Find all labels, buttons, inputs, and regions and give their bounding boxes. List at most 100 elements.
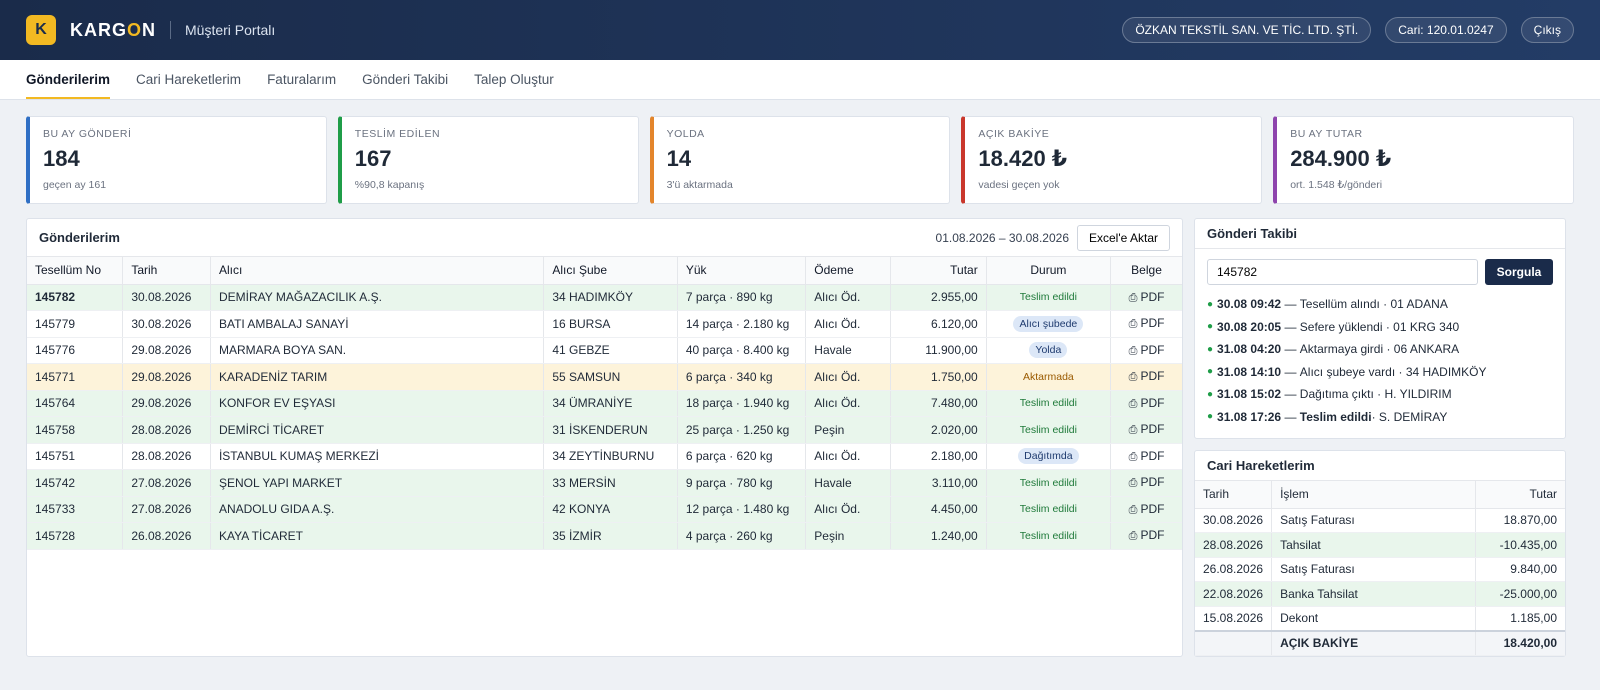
tab-gonderi-takibi[interactable]: Gönderi Takibi — [362, 72, 449, 87]
ledger-title: Cari Hareketlerim — [1207, 458, 1315, 473]
tab-gonderilerim[interactable]: Gönderilerim — [26, 60, 111, 99]
pdf-link[interactable]: ⎙ PDF — [1129, 316, 1165, 330]
shipment-no[interactable]: 145779 — [27, 310, 124, 338]
shipment-receiver: DEMİRCİ TİCARET — [210, 416, 545, 444]
shipment-date: 28.08.2026 — [122, 443, 211, 470]
shipment-no[interactable]: 145728 — [27, 522, 124, 550]
shipments-column-header[interactable]: Belge — [1110, 257, 1182, 285]
shipments-table: Tesellüm No Tarih Alıcı Alıcı Şube Yük Ödeme T… — [27, 257, 1182, 550]
pdf-link[interactable]: ⎙ PDF — [1129, 290, 1165, 304]
shipment-no[interactable]: 145733 — [27, 496, 124, 523]
shipment-amount: 1.750,00 — [890, 363, 987, 391]
date-range[interactable]: 01.08.2026 – 30.08.2026 — [935, 230, 1069, 245]
ledger-row[interactable]: 26.08.2026 Satış Faturası 9.840,00 — [1195, 557, 1565, 582]
shipment-receiver: KONFOR EV EŞYASI — [210, 390, 545, 417]
status-badge: Teslim edildi — [1019, 423, 1077, 436]
tracking-events: ● 30.08 09:42 — Tesellüm alındı · 01 ADAN… — [1195, 293, 1565, 428]
shipments-column-header[interactable]: Tarih — [122, 257, 211, 285]
ledger-total-label: AÇIK BAKİYE — [1271, 629, 1477, 656]
kpi-sub: 3'ü aktarmada — [666, 179, 733, 191]
shipment-doc: ⎙ PDF — [1110, 390, 1182, 417]
pdf-link[interactable]: ⎙ PDF — [1129, 369, 1165, 383]
kpi-card[interactable]: TESLİM EDİLEN 167 %90,8 kapanış — [337, 116, 639, 204]
pdf-label: PDF — [1140, 475, 1165, 490]
table-row[interactable]: 145742 27.08.2026 ŞENOL YAPI MARKET 33 MERS… — [27, 469, 1182, 497]
table-row[interactable]: 145728 26.08.2026 KAYA TİCARET 35 İZMİR 4 pa… — [27, 522, 1182, 550]
pdf-link[interactable]: ⎙ PDF — [1129, 449, 1165, 463]
event-text: Dağıtıma çıktı · H. YILDIRIM — [1299, 387, 1452, 402]
ledger-col-date[interactable]: Tarih — [1195, 481, 1273, 509]
status-badge: Teslim edildi — [1019, 397, 1077, 410]
kpi-sub: vadesi geçen yok — [978, 179, 1060, 191]
ledger-row[interactable]: 28.08.2026 Tahsilat -10.435,00 — [1195, 532, 1565, 558]
shipment-amount: 6.120,00 — [890, 310, 987, 338]
tab-talep-olustur[interactable]: Talep Oluştur — [474, 72, 554, 87]
tracking-panel: Gönderi Takibi Sorgula ●30.08 09:42 — Te… — [1194, 218, 1566, 439]
kpi-value: 184 — [43, 146, 80, 171]
export-excel-button[interactable]: Excel'e Aktar — [1077, 224, 1170, 251]
shipments-column-header[interactable]: Alıcı — [210, 257, 545, 285]
table-row[interactable]: 145758 28.08.2026 DEMİRCİ TİCARET 31 İSKEND… — [27, 416, 1182, 444]
logo-icon[interactable]: K — [26, 15, 56, 45]
kpi-card[interactable]: BU AY TUTAR 284.900 ₺ ort. 1.548 ₺/gönderi — [1273, 116, 1574, 204]
shipment-doc: ⎙ PDF — [1110, 310, 1182, 338]
pdf-link[interactable]: ⎙ PDF — [1129, 396, 1165, 410]
shipment-date: 29.08.2026 — [122, 363, 211, 391]
ledger-col-desc[interactable]: İşlem — [1271, 481, 1477, 509]
ledger-row[interactable]: 30.08.2026 Satış Faturası 18.870,00 — [1195, 508, 1565, 533]
tracking-number-input[interactable] — [1207, 259, 1478, 285]
kpi-label: AÇIK BAKİYE — [978, 128, 1050, 140]
table-row[interactable]: 145764 29.08.2026 KONFOR EV EŞYASI 34 ÜMRAN… — [27, 390, 1182, 417]
shipments-column-header[interactable]: Tesellüm No — [27, 257, 124, 285]
account-pill[interactable]: Cari: 120.01.0247 — [1385, 17, 1507, 43]
document-icon: ⎙ — [1128, 318, 1138, 331]
shipment-receiver: ŞENOL YAPI MARKET — [210, 469, 545, 497]
shipment-no[interactable]: 145782 — [27, 284, 124, 311]
shipment-no[interactable]: 145776 — [27, 337, 124, 364]
ledger-col-amount[interactable]: Tutar — [1475, 481, 1565, 509]
company-pill[interactable]: ÖZKAN TEKSTİL SAN. VE TİC. LTD. ŞTİ. — [1122, 17, 1372, 43]
status-badge: Yolda — [1029, 342, 1068, 359]
table-row[interactable]: 145733 27.08.2026 ANADOLU GIDA A.Ş. 42 KONY… — [27, 496, 1182, 523]
table-row[interactable]: 145779 30.08.2026 BATI AMBALAJ SANAYİ 16 BU… — [27, 310, 1182, 338]
shipment-no[interactable]: 145742 — [27, 469, 124, 497]
table-row[interactable]: 145776 29.08.2026 MARMARA BOYA SAN. 41 GEBZ… — [27, 337, 1182, 364]
tracking-event: ● 31.08 15:02 — Dağıtıma çıktı · H. YILDI… — [1207, 387, 1452, 402]
shipment-no[interactable]: 145751 — [27, 443, 124, 470]
ledger-row[interactable]: 15.08.2026 Dekont 1.185,00 — [1195, 606, 1565, 631]
tab-cari-hareketlerim[interactable]: Cari Hareketlerim — [136, 72, 242, 87]
shipment-status: Teslim edildi — [986, 496, 1112, 523]
shipments-column-header[interactable]: Yük — [677, 257, 807, 285]
kpi-card[interactable]: AÇIK BAKİYE 18.420 ₺ vadesi geçen yok — [961, 116, 1263, 204]
shipments-column-header[interactable]: Tutar — [890, 257, 987, 285]
query-button[interactable]: Sorgula — [1485, 259, 1553, 285]
tab-faturalarim[interactable]: Faturalarım — [267, 72, 337, 87]
shipment-payment: Havale — [805, 337, 891, 364]
pdf-link[interactable]: ⎙ PDF — [1129, 422, 1165, 436]
kpi-card[interactable]: BU AY GÖNDERİ 184 geçen ay 161 — [26, 116, 327, 204]
shipment-receiver: MARMARA BOYA SAN. — [210, 337, 545, 364]
shipment-amount: 3.110,00 — [890, 469, 987, 497]
pdf-link[interactable]: ⎙ PDF — [1129, 502, 1165, 516]
kpi-label: YOLDA — [666, 128, 705, 140]
shipment-branch: 55 SAMSUN — [543, 363, 678, 391]
table-row[interactable]: 145782 30.08.2026 DEMİRAY MAĞAZACILIK A.Ş.… — [27, 284, 1182, 311]
kpi-card[interactable]: YOLDA 14 3'ü aktarmada — [649, 116, 951, 204]
shipments-column-header[interactable]: Alıcı Şube — [543, 257, 678, 285]
shipment-no[interactable]: 145771 — [27, 363, 124, 391]
shipment-amount: 2.020,00 — [890, 416, 987, 444]
pdf-link[interactable]: ⎙ PDF — [1129, 528, 1165, 542]
pdf-link[interactable]: ⎙ PDF — [1129, 475, 1165, 489]
shipment-date: 30.08.2026 — [122, 310, 211, 338]
shipment-doc: ⎙ PDF — [1110, 443, 1182, 470]
ledger-total-spacer — [1195, 629, 1273, 656]
shipments-column-header[interactable]: Durum — [986, 257, 1112, 285]
pdf-link[interactable]: ⎙ PDF — [1129, 343, 1165, 357]
ledger-row[interactable]: 22.08.2026 Banka Tahsilat -25.000,00 — [1195, 581, 1565, 607]
shipment-no[interactable]: 145758 — [27, 416, 124, 444]
shipment-no[interactable]: 145764 — [27, 390, 124, 417]
table-row[interactable]: 145771 29.08.2026 KARADENİZ TARIM 55 SAMSUN… — [27, 363, 1182, 391]
table-row[interactable]: 145751 28.08.2026 İSTANBUL KUMAŞ MERKEZİ 34… — [27, 443, 1182, 470]
logout-button[interactable]: Çıkış — [1520, 17, 1574, 43]
shipments-column-header[interactable]: Ödeme — [805, 257, 891, 285]
